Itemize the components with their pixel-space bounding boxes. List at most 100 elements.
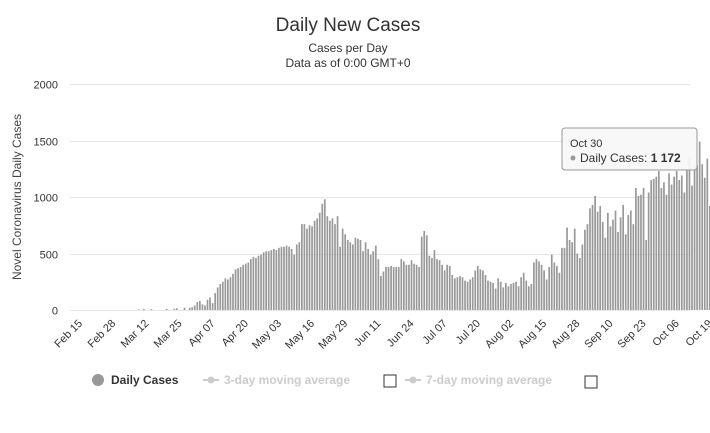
bar-day-234[interactable] bbox=[675, 171, 678, 310]
bar-day-192[interactable] bbox=[568, 239, 571, 310]
bar-day-68[interactable] bbox=[252, 256, 255, 310]
bar-day-127[interactable] bbox=[403, 261, 405, 310]
bar-day-185[interactable] bbox=[550, 254, 553, 310]
bar-day-109[interactable] bbox=[357, 238, 359, 310]
bar-day-66[interactable] bbox=[247, 262, 250, 310]
bar-day-218[interactable] bbox=[635, 187, 637, 310]
bar-day-204[interactable] bbox=[599, 206, 602, 310]
bar-day-47[interactable] bbox=[199, 300, 201, 310]
bar-day-238[interactable] bbox=[686, 168, 688, 310]
bar-day-246[interactable] bbox=[706, 158, 709, 310]
bar-day-169[interactable] bbox=[510, 284, 512, 310]
bar-day-23[interactable] bbox=[137, 309, 140, 310]
bar-day-96[interactable] bbox=[323, 199, 326, 310]
bar-day-223[interactable] bbox=[647, 192, 650, 310]
bar-day-139[interactable] bbox=[433, 250, 436, 310]
bar-day-94[interactable] bbox=[318, 212, 321, 310]
checkbox-3-day-average[interactable] bbox=[383, 374, 397, 388]
bar-day-97[interactable] bbox=[326, 216, 329, 310]
bar-day-64[interactable] bbox=[242, 264, 245, 310]
bar-day-72[interactable] bbox=[262, 252, 265, 310]
bar-day-164[interactable] bbox=[497, 278, 500, 310]
bar-day-161[interactable] bbox=[489, 281, 492, 310]
bar-day-203[interactable] bbox=[596, 211, 599, 310]
bar-day-143[interactable] bbox=[443, 270, 446, 310]
bar-day-168[interactable] bbox=[507, 286, 510, 310]
bar-day-213[interactable] bbox=[622, 204, 624, 310]
bar-day-78[interactable] bbox=[278, 247, 280, 310]
bar-day-200[interactable] bbox=[589, 208, 591, 310]
bar-day-86[interactable] bbox=[298, 242, 301, 310]
bar-day-99[interactable] bbox=[331, 218, 334, 310]
bar-day-165[interactable] bbox=[499, 281, 502, 310]
bar-day-217[interactable] bbox=[632, 224, 635, 310]
bar-day-119[interactable] bbox=[382, 271, 385, 310]
bar-day-71[interactable] bbox=[260, 254, 262, 310]
bar-day-231[interactable] bbox=[668, 173, 670, 310]
bar-day-198[interactable] bbox=[584, 229, 586, 310]
bar-day-46[interactable] bbox=[196, 302, 199, 310]
bar-day-111[interactable] bbox=[362, 251, 364, 310]
bar-day-116[interactable] bbox=[374, 245, 377, 310]
bar-day-57[interactable] bbox=[224, 278, 227, 310]
bar-day-209[interactable] bbox=[612, 219, 614, 310]
bar-day-244[interactable] bbox=[701, 164, 704, 310]
bar-day-154[interactable] bbox=[471, 277, 474, 310]
bar-day-173[interactable] bbox=[520, 277, 522, 310]
bar-day-175[interactable] bbox=[525, 280, 528, 310]
bar-day-110[interactable] bbox=[359, 239, 362, 310]
bar-day-178[interactable] bbox=[533, 262, 535, 310]
legend-item-3-day-average[interactable]: 3-day moving average bbox=[203, 373, 397, 388]
bar-day-147[interactable] bbox=[454, 278, 456, 310]
bar-day-93[interactable] bbox=[316, 218, 318, 310]
bar-day-125[interactable] bbox=[397, 267, 400, 310]
bar-day-142[interactable] bbox=[441, 264, 443, 310]
bar-day-239[interactable] bbox=[688, 157, 691, 310]
bar-day-58[interactable] bbox=[227, 279, 229, 310]
bar-day-92[interactable] bbox=[313, 220, 316, 310]
bar-day-182[interactable] bbox=[543, 270, 545, 310]
bar-day-50[interactable] bbox=[206, 299, 209, 310]
bar-day-135[interactable] bbox=[423, 230, 426, 310]
bar-day-136[interactable] bbox=[425, 235, 428, 310]
bar-day-76[interactable] bbox=[272, 248, 275, 310]
bar-day-170[interactable] bbox=[512, 282, 515, 310]
bar-day-177[interactable] bbox=[530, 284, 533, 310]
bar-day-153[interactable] bbox=[469, 279, 471, 310]
bar-day-70[interactable] bbox=[257, 255, 260, 310]
bar-day-102[interactable] bbox=[339, 246, 341, 310]
bar-day-83[interactable] bbox=[290, 248, 293, 310]
bar-day-189[interactable] bbox=[561, 247, 563, 310]
bar-day-243[interactable] bbox=[698, 141, 701, 310]
bar-day-122[interactable] bbox=[390, 265, 392, 310]
bar-day-162[interactable] bbox=[492, 282, 494, 310]
bar-day-45[interactable] bbox=[193, 305, 196, 310]
bar-day-53[interactable] bbox=[214, 293, 216, 310]
bar-day-80[interactable] bbox=[283, 246, 285, 310]
bar-day-61[interactable] bbox=[234, 269, 237, 310]
bar-day-214[interactable] bbox=[624, 234, 627, 310]
bar-day-74[interactable] bbox=[267, 251, 270, 310]
bar-day-233[interactable] bbox=[673, 176, 675, 310]
bar-day-88[interactable] bbox=[303, 224, 306, 310]
bar-day-179[interactable] bbox=[535, 259, 538, 310]
bar-day-158[interactable] bbox=[482, 270, 484, 310]
bar-day-67[interactable] bbox=[250, 259, 252, 310]
bar-day-174[interactable] bbox=[522, 272, 525, 310]
bar-day-60[interactable] bbox=[232, 273, 234, 310]
bar-day-224[interactable] bbox=[650, 180, 653, 310]
bar-day-62[interactable] bbox=[237, 268, 239, 310]
bar-day-159[interactable] bbox=[484, 274, 487, 310]
bar-day-197[interactable] bbox=[581, 244, 584, 310]
bar-day-150[interactable] bbox=[461, 277, 464, 310]
bar-series[interactable] bbox=[137, 134, 710, 310]
bar-day-199[interactable] bbox=[586, 224, 589, 310]
bar-day-146[interactable] bbox=[451, 274, 454, 310]
bar-day-245[interactable] bbox=[703, 177, 706, 310]
bar-day-44[interactable] bbox=[191, 307, 194, 310]
bar-day-235[interactable] bbox=[678, 180, 681, 310]
bar-day-228[interactable] bbox=[660, 187, 663, 310]
bar-day-113[interactable] bbox=[367, 248, 369, 310]
bar-day-79[interactable] bbox=[280, 246, 283, 310]
bar-day-148[interactable] bbox=[456, 277, 459, 310]
